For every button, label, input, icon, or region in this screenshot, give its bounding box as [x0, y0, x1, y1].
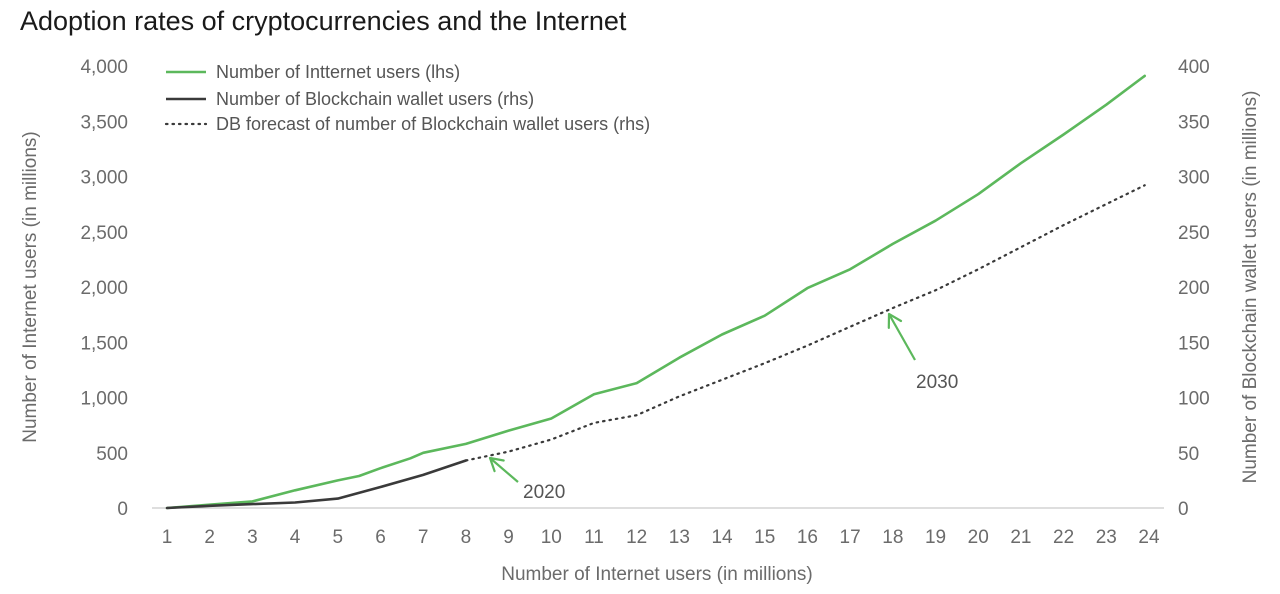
x-tick-label: 3: [247, 527, 258, 548]
x-tick-label: 17: [840, 527, 861, 548]
x-tick-label: 9: [503, 527, 514, 548]
x-tick-label: 5: [332, 527, 343, 548]
chart-title: Adoption rates of cryptocurrencies and t…: [20, 6, 627, 36]
annotation-arrow-2030: [888, 313, 916, 361]
y-right-tick-label: 200: [1178, 278, 1210, 299]
annotation-label-2020: 2020: [523, 482, 565, 503]
y-right-tick-label: 100: [1178, 389, 1210, 410]
x-tick-label: 10: [541, 527, 562, 548]
y-left-tick-label: 1,500: [80, 333, 128, 354]
y-right-tick-label: 50: [1178, 444, 1199, 465]
x-tick-label: 15: [754, 527, 775, 548]
annotation-arrow-2020: [489, 457, 519, 483]
y-right-tick-label: 250: [1178, 223, 1210, 244]
x-tick-label: 23: [1096, 527, 1117, 548]
y-left-tick-label: 2,500: [80, 223, 128, 244]
y-left-tick-label: 1,000: [80, 389, 128, 410]
y-left-tick-label: 4,000: [80, 57, 128, 78]
y-left-tick-label: 0: [117, 499, 128, 520]
x-tick-label: 22: [1053, 527, 1074, 548]
x-axis-title: Number of Internet users (in millions): [501, 564, 813, 585]
legend-label-1: Number of Intternet users (lhs): [216, 62, 460, 82]
x-tick-label: 8: [461, 527, 472, 548]
y-right-axis-title: Number of Blockchain wallet users (in mi…: [1240, 91, 1261, 484]
x-tick-label: 12: [626, 527, 647, 548]
y-left-tick-label: 500: [96, 444, 128, 465]
x-tick-label: 11: [584, 527, 604, 548]
x-tick-label: 1: [162, 527, 173, 548]
x-tick-label: 24: [1138, 527, 1160, 548]
series-line-2: [165, 459, 468, 510]
x-tick-label: 4: [290, 527, 301, 548]
y-right-tick-label: 0: [1178, 499, 1189, 520]
y-right-tick-label: 150: [1178, 333, 1210, 354]
x-tick-label: 21: [1010, 527, 1031, 548]
y-right-tick-label: 400: [1178, 57, 1210, 78]
legend-label-3: DB forecast of number of Blockchain wall…: [216, 114, 650, 134]
y-left-tick-label: 2,000: [80, 278, 128, 299]
x-tick-label: 7: [418, 527, 429, 548]
x-tick-label: 14: [711, 527, 733, 548]
x-tick-label: 6: [375, 527, 386, 548]
y-left-axis-title: Number of Internet users (in millions): [20, 131, 41, 443]
y-right-tick-label: 300: [1178, 168, 1210, 189]
y-left-tick-label: 3,500: [80, 112, 128, 133]
y-left-tick-label: 3,000: [80, 168, 128, 189]
legend-label-2: Number of Blockchain wallet users (rhs): [216, 89, 534, 109]
annotation-arrowhead-2020: [488, 456, 505, 473]
y-right-tick-label: 350: [1178, 112, 1210, 133]
x-tick-label: 2: [204, 527, 215, 548]
x-tick-label: 16: [797, 527, 818, 548]
series-line-3: [464, 184, 1146, 462]
x-tick-label: 20: [968, 527, 989, 548]
annotation-label-2030: 2030: [916, 372, 958, 393]
series-line-1: [165, 74, 1146, 510]
x-tick-label: 18: [882, 527, 903, 548]
annotation-arrowhead-2030: [887, 312, 903, 329]
x-tick-label: 13: [669, 527, 690, 548]
x-tick-label: 19: [925, 527, 946, 548]
